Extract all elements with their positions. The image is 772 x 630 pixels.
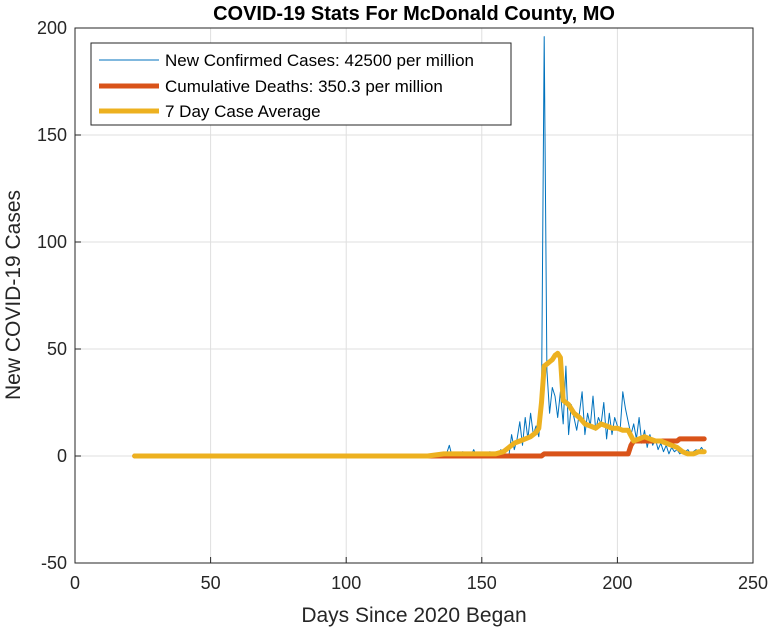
- legend-label-cumulative-deaths: Cumulative Deaths: 350.3 per million: [165, 77, 443, 96]
- x-tick-label: 50: [201, 573, 221, 593]
- legend-label-new-cases: New Confirmed Cases: 42500 per million: [165, 51, 474, 70]
- series-layer: [132, 36, 707, 459]
- plot-frame: [74, 27, 754, 564]
- legend: New Confirmed Cases: 42500 per million C…: [90, 42, 512, 126]
- y-tick-label: 50: [47, 339, 67, 359]
- y-tick-label: -50: [41, 553, 67, 573]
- x-axis-label: Days Since 2020 Began: [301, 604, 526, 627]
- y-axis-label: New COVID-19 Cases: [2, 190, 25, 400]
- x-axis-ticks: 0 50 100 150 200 250: [70, 557, 768, 593]
- x-tick-label: 250: [738, 573, 768, 593]
- y-tick-label: 100: [37, 232, 67, 252]
- y-tick-label: 200: [37, 18, 67, 38]
- x-tick-label: 200: [602, 573, 632, 593]
- x-tick-label: 150: [467, 573, 497, 593]
- legend-box: [90, 42, 512, 126]
- x-tick-label: 0: [70, 573, 80, 593]
- y-tick-label: 0: [57, 446, 67, 466]
- series-7-day-average: [132, 350, 707, 459]
- y-tick-label: 150: [37, 125, 67, 145]
- x-tick-label: 100: [331, 573, 361, 593]
- chart-title: COVID-19 Stats For McDonald County, MO: [213, 3, 615, 25]
- legend-label-7-day-average: 7 Day Case Average: [165, 102, 321, 121]
- y-axis-ticks: -50 0 50 100 150 200: [37, 18, 81, 573]
